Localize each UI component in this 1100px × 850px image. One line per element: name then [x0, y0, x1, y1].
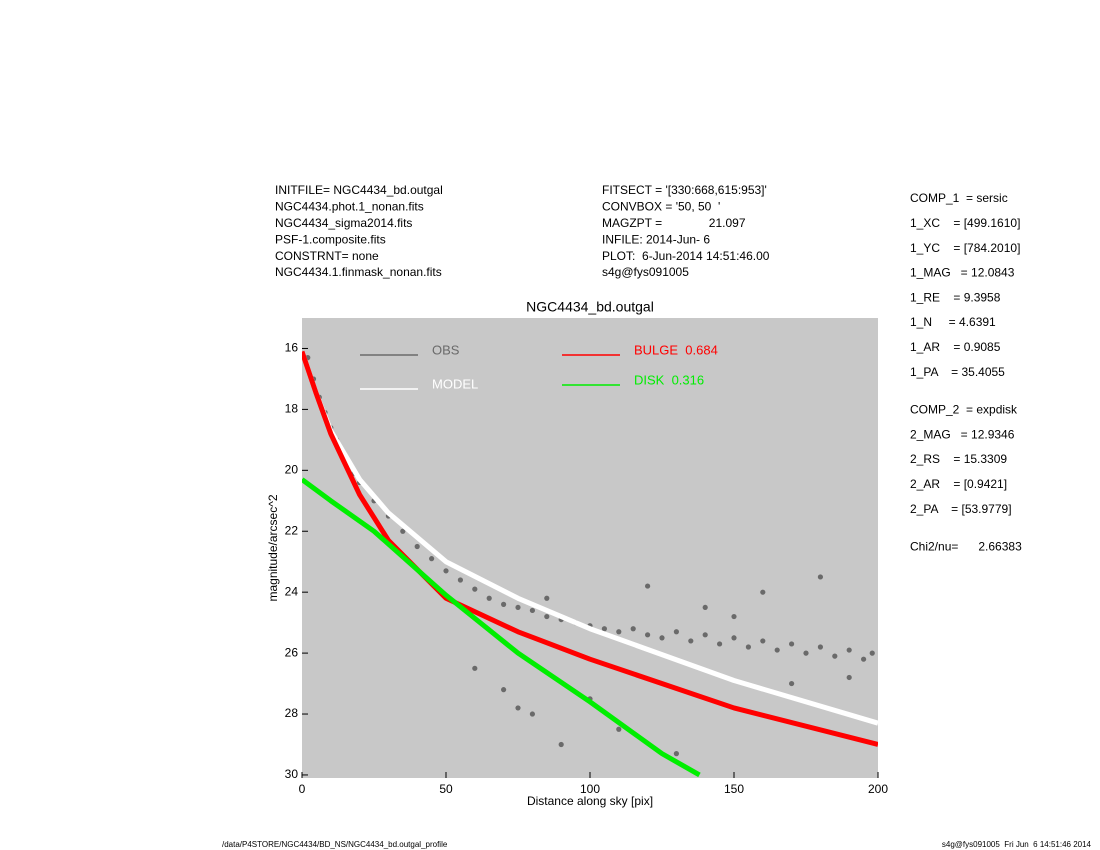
obs-point — [544, 595, 550, 601]
obs-point — [688, 638, 694, 644]
y-tick-label: 24 — [285, 584, 299, 598]
obs-point — [717, 641, 723, 647]
header-left-line: INITFILE= NGC4434_bd.outgal — [275, 183, 443, 197]
legend-label: BULGE 0.684 — [634, 342, 718, 357]
header-left-line: PSF-1.composite.fits — [275, 232, 386, 246]
obs-point — [645, 583, 651, 589]
param-line: 1_XC = [499.1610] — [910, 216, 1020, 230]
y-axis-label: magnitude/arcsec^2 — [266, 494, 280, 601]
x-tick-label: 50 — [439, 782, 453, 796]
obs-point — [832, 653, 838, 659]
header-left-line: NGC4434.phot.1_nonan.fits — [275, 200, 424, 214]
y-tick-label: 18 — [285, 402, 299, 416]
header-middle-line: INFILE: 2014-Jun- 6 — [602, 232, 710, 246]
obs-point — [457, 577, 463, 583]
obs-point — [616, 726, 622, 732]
obs-point — [846, 674, 852, 681]
obs-point — [869, 650, 875, 656]
obs-point — [789, 680, 795, 687]
data-layer — [302, 350, 878, 778]
param-line: 2_AR = [0.9421] — [910, 477, 1007, 491]
obs-point — [731, 613, 737, 620]
plot-area — [302, 318, 878, 778]
model-curve — [302, 477, 701, 778]
x-tick-label: 100 — [580, 782, 600, 796]
obs-point — [673, 751, 680, 757]
obs-point — [558, 741, 564, 748]
obs-point — [486, 595, 492, 601]
chart-title: NGC4434_bd.outgal — [526, 299, 654, 315]
param-line: 1_AR = 0.9085 — [910, 340, 1001, 354]
obs-point — [429, 556, 435, 562]
param-line: Chi2/nu= 2.66383 — [910, 540, 1022, 554]
obs-point — [529, 711, 536, 717]
header-middle-line: MAGZPT = 21.097 — [602, 216, 746, 230]
param-line: 2_MAG = 12.9346 — [910, 427, 1015, 441]
obs-point — [817, 574, 824, 580]
footer-left: /data/P4STORE/NGC4434/BD_NS/NGC4434_bd.o… — [222, 840, 448, 849]
param-line: 1_RE = 9.3958 — [910, 290, 1001, 304]
footer-right: s4g@fys091005 Fri Jun 6 14:51:46 2014 — [942, 840, 1092, 849]
obs-point — [731, 635, 737, 641]
param-line: 1_MAG = 12.0843 — [910, 266, 1015, 280]
obs-point — [803, 650, 809, 656]
obs-point — [760, 589, 766, 595]
header-middle-line: FITSECT = '[330:668,615:953]' — [602, 183, 767, 197]
obs-point — [861, 656, 867, 662]
obs-point — [659, 635, 665, 641]
obs-point — [745, 644, 752, 650]
header-left-line: CONSTRNT= none — [275, 249, 379, 263]
obs-point — [846, 647, 852, 653]
obs-point — [443, 568, 449, 574]
x-axis-label: Distance along sky [pix] — [527, 794, 653, 808]
header-left-line: NGC4434_sigma2014.fits — [275, 216, 412, 230]
y-tick-label: 30 — [285, 767, 299, 781]
x-tick-label: 200 — [868, 782, 888, 796]
obs-point — [817, 644, 824, 650]
obs-point — [760, 638, 766, 644]
obs-point — [472, 665, 478, 671]
obs-point — [529, 607, 536, 614]
obs-point — [702, 632, 708, 638]
obs-point — [630, 626, 636, 632]
x-tick-label: 0 — [299, 782, 306, 796]
obs-point — [702, 604, 708, 611]
obs-point — [472, 586, 478, 592]
header-left-line: NGC4434.1.finmask_nonan.fits — [275, 265, 442, 279]
y-tick-label: 20 — [285, 462, 299, 476]
param-line: 2_RS = 15.3309 — [910, 452, 1007, 466]
param-line: 1_N = 4.6391 — [910, 315, 996, 329]
param-line: COMP_1 = sersic — [910, 191, 1008, 205]
header-middle-line: s4g@fys091005 — [602, 265, 689, 279]
obs-point — [673, 629, 680, 635]
obs-point — [515, 604, 521, 611]
y-tick-label: 22 — [285, 523, 299, 537]
y-tick-label: 28 — [285, 706, 299, 720]
header-middle-line: CONVBOX = '50, 50 ' — [602, 200, 720, 214]
obs-point — [501, 601, 507, 607]
obs-point — [501, 687, 507, 693]
param-line: 1_PA = 35.4055 — [910, 365, 1005, 379]
obs-point — [414, 543, 420, 550]
param-line: 2_PA = [53.9779] — [910, 502, 1012, 516]
y-tick-label: 26 — [285, 645, 299, 659]
legend-label: OBS — [432, 342, 460, 357]
obs-point — [645, 632, 651, 638]
obs-point — [400, 528, 406, 534]
obs-point — [544, 613, 550, 620]
obs-point — [616, 629, 622, 635]
obs-point — [774, 647, 780, 653]
obs-point — [515, 705, 521, 711]
param-line: 1_YC = [784.2010] — [910, 241, 1020, 255]
x-tick-label: 150 — [724, 782, 744, 796]
legend-label: MODEL — [432, 376, 478, 391]
y-tick-label: 16 — [285, 341, 299, 355]
obs-point — [601, 626, 608, 632]
legend-label: DISK 0.316 — [634, 372, 704, 387]
obs-point — [789, 641, 795, 647]
param-line: COMP_2 = expdisk — [910, 403, 1018, 417]
header-middle-line: PLOT: 6-Jun-2014 14:51:46.00 — [602, 249, 770, 263]
